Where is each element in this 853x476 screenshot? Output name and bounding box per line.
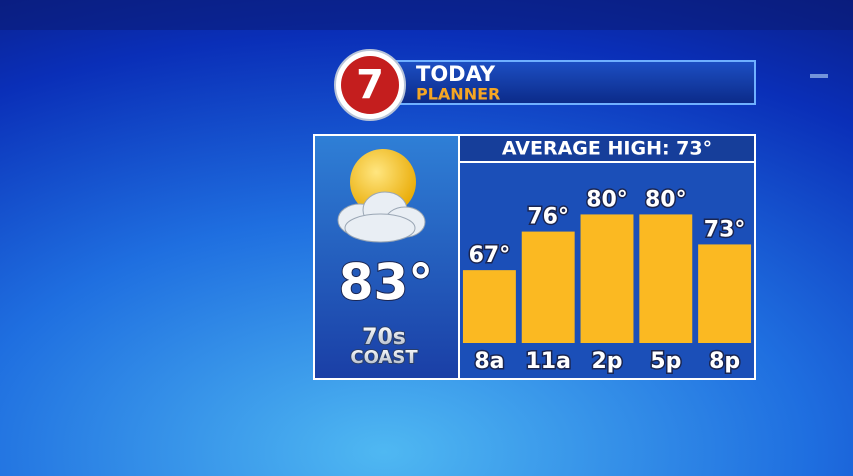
value-label: 76°: [527, 205, 569, 230]
x-tick-label: 11a: [525, 349, 570, 374]
note-top: 70s: [362, 325, 406, 350]
logo-disc: [341, 56, 399, 114]
logo-number: 7: [356, 62, 384, 108]
decor: [810, 74, 828, 78]
top-stripe: [0, 0, 853, 30]
bar: [580, 214, 634, 343]
x-tick-label: 5p: [650, 349, 681, 374]
x-tick-label: 8a: [474, 349, 504, 374]
x-tick-label: 2p: [591, 349, 622, 374]
value-label: 67°: [469, 243, 511, 268]
weather-icon: [337, 149, 426, 243]
current-temperature: 83°: [339, 254, 434, 312]
banner-subtitle: PLANNER: [416, 85, 500, 104]
bar: [639, 214, 693, 343]
value-label: 80°: [645, 187, 687, 212]
chart-title: AVERAGE HIGH: 73°: [502, 138, 712, 160]
value-label: 73°: [704, 217, 746, 242]
banner: [394, 60, 756, 105]
chart-title-bar: [460, 136, 754, 162]
note-bottom: COAST: [350, 347, 418, 368]
value-label: 80°: [586, 187, 628, 212]
bar: [462, 270, 516, 343]
banner-title: TODAY: [416, 62, 496, 86]
bar: [521, 231, 575, 343]
bar: [698, 244, 752, 343]
x-tick-label: 8p: [709, 349, 740, 374]
